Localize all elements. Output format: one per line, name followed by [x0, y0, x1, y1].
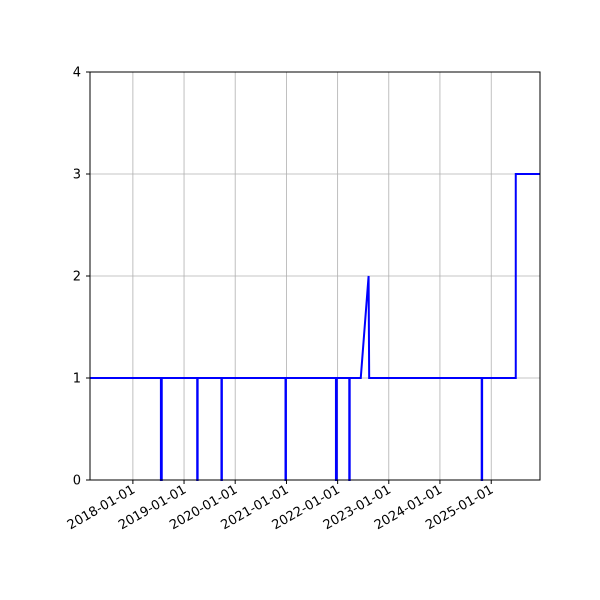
y-tick-label: 4 — [73, 66, 81, 81]
series-layer — [90, 173, 540, 481]
y-tick-label: 0 — [73, 474, 81, 489]
y-tick-label: 1 — [73, 372, 81, 387]
y-tick-label: 3 — [73, 168, 81, 183]
series-line-0 — [90, 173, 540, 481]
y-axis: 0 1 2 3 4 — [73, 66, 90, 489]
y-tick-label: 2 — [73, 270, 81, 285]
